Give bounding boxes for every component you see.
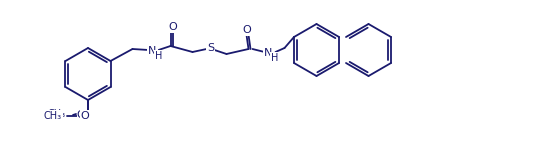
Text: N: N (148, 46, 157, 56)
Text: H: H (155, 51, 162, 61)
Text: S: S (207, 43, 214, 53)
Text: H: H (271, 53, 278, 63)
Text: N: N (264, 48, 273, 58)
Text: O: O (242, 25, 251, 35)
Text: O: O (77, 110, 85, 120)
Text: CH₃: CH₃ (48, 109, 66, 119)
Text: O: O (81, 111, 90, 121)
Text: CH₃: CH₃ (44, 111, 62, 121)
Text: O: O (168, 22, 177, 32)
